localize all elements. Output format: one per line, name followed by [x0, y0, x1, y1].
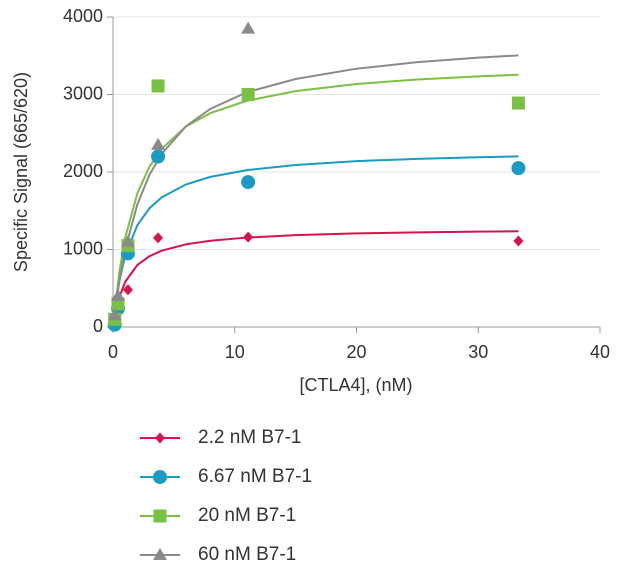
legend-item: 20 nM B7-1	[140, 505, 296, 526]
point	[243, 231, 254, 243]
point	[153, 232, 164, 244]
legend-label: 60 nM B7-1	[198, 544, 296, 565]
point	[110, 289, 125, 301]
fit-curve	[112, 73, 519, 328]
legend-marker	[153, 548, 167, 560]
point	[151, 149, 166, 164]
point	[513, 235, 524, 247]
legend-item: 60 nM B7-1	[140, 544, 296, 565]
legend-marker	[153, 470, 167, 484]
fit-curve	[112, 230, 519, 328]
point	[120, 234, 135, 247]
point	[511, 161, 526, 176]
point	[151, 137, 166, 150]
point	[107, 308, 122, 321]
legend-item: 6.67 nM B7-1	[140, 466, 312, 487]
legend-marker	[155, 432, 165, 444]
y-tick-label: 4000	[63, 6, 103, 26]
point	[511, 96, 525, 110]
point	[241, 88, 255, 101]
y-axis-label: Specific Signal (665/620)	[11, 72, 31, 272]
point	[151, 79, 165, 93]
legend-label: 20 nM B7-1	[198, 505, 296, 526]
y-tick-label: 0	[93, 316, 103, 336]
x-tick-label: 40	[590, 342, 610, 362]
x-tick-label: 30	[468, 342, 488, 362]
legend-label: 6.67 nM B7-1	[198, 466, 312, 487]
point	[241, 175, 256, 190]
x-tick-label: 20	[346, 342, 366, 362]
point	[122, 284, 133, 296]
y-tick-label: 3000	[63, 83, 103, 103]
y-tick-label: 2000	[63, 161, 103, 181]
x-axis-label: [CTLA4], (nM)	[299, 375, 412, 395]
x-tick-label: 10	[225, 342, 245, 362]
legend-item: 2.2 nM B7-1	[140, 427, 302, 448]
legend-marker	[153, 509, 167, 523]
fit-curve	[112, 155, 519, 328]
x-tick-label: 0	[108, 342, 118, 362]
legend-label: 2.2 nM B7-1	[198, 427, 302, 448]
point	[241, 21, 256, 34]
y-tick-label: 1000	[63, 238, 103, 258]
